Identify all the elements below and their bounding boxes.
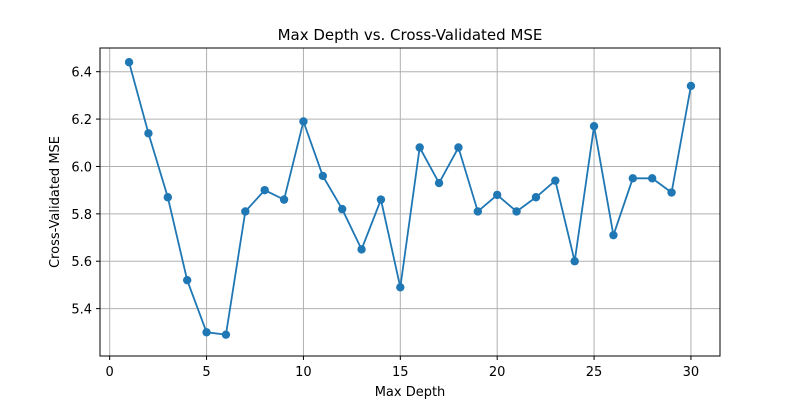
data-point (299, 117, 308, 126)
x-tick-label: 25 (586, 365, 603, 380)
data-point (396, 283, 405, 292)
data-point (415, 143, 424, 152)
data-point (628, 174, 638, 183)
x-tick-label: 30 (683, 365, 700, 380)
x-axis-label: Max Depth (375, 385, 446, 400)
y-tick-label: 6.2 (71, 113, 92, 128)
data-point (570, 257, 579, 266)
data-point (124, 58, 134, 67)
data-point (473, 207, 483, 216)
x-tick-label: 5 (202, 365, 210, 380)
data-point (202, 328, 211, 337)
x-tick-label: 10 (295, 365, 312, 380)
y-tick-label: 6.0 (71, 160, 92, 175)
series-line (128, 61, 692, 336)
grid (100, 48, 720, 356)
y-tick-label: 5.6 (71, 255, 92, 270)
data-point (492, 190, 502, 200)
data-point (357, 245, 366, 254)
data-point (454, 143, 463, 152)
data-point (241, 207, 250, 216)
data-point (512, 207, 521, 216)
chart-title: Max Depth vs. Cross-Validated MSE (278, 26, 543, 44)
x-tick-label: 20 (489, 365, 506, 380)
y-tick-label: 5.4 (71, 303, 92, 318)
data-point (686, 81, 696, 91)
y-tick-label: 5.8 (71, 208, 92, 223)
data-point (376, 195, 386, 204)
data-point (647, 174, 657, 183)
data-point (279, 195, 289, 204)
x-tick-label: 0 (106, 365, 114, 380)
data-point (434, 178, 444, 188)
data-point (163, 193, 173, 202)
y-axis-label: Cross-Validated MSE (48, 136, 63, 268)
data-point (221, 330, 231, 339)
data-point (531, 193, 541, 202)
y-tick-label: 6.4 (71, 66, 92, 81)
x-tick-label: 15 (392, 365, 409, 380)
data-point (182, 275, 192, 285)
axis-ticks: 0 5 10 15 20 25 30 5.4 5.6 5.8 6.0 6.2 6.4 (71, 66, 699, 380)
data-point (589, 121, 599, 131)
data-point (551, 176, 560, 185)
data-series (124, 58, 696, 339)
data-point (667, 188, 676, 197)
plot-area (99, 47, 721, 357)
data-point (609, 230, 618, 240)
data-point (337, 204, 347, 214)
data-point (318, 171, 328, 181)
data-point (260, 185, 269, 195)
data-point (144, 129, 153, 138)
